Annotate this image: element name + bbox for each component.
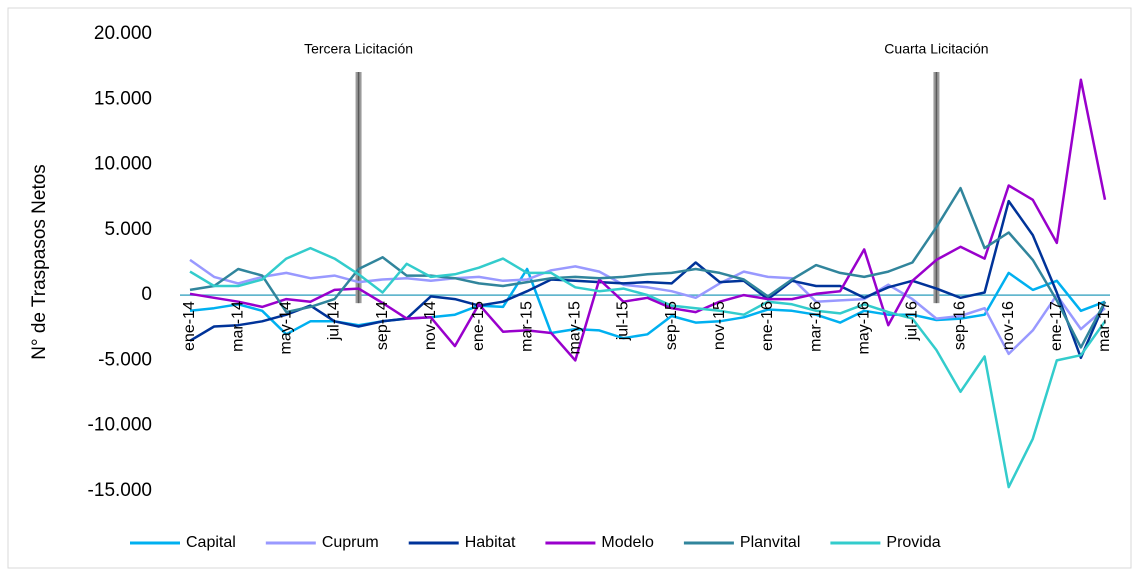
series-line: [189, 246, 1107, 489]
annotation: Tercera Licitación: [304, 41, 413, 57]
annotation: Cuarta Licitación: [884, 41, 988, 57]
y-tick-label: 15.000: [94, 88, 152, 109]
y-tick-label: 0: [141, 284, 152, 305]
x-tick-label: nov-16: [1000, 301, 1017, 350]
x-tick-label: ene-17: [1048, 301, 1065, 351]
series-line: [189, 258, 1106, 356]
chart-frame: [7, 7, 1132, 569]
y-tick-label: 20.000: [94, 23, 152, 44]
x-tick-label: sep-14: [374, 301, 391, 350]
y-tick-label: -15.000: [88, 480, 152, 501]
y-tick-label: 10.000: [94, 154, 152, 175]
y-tick-label: -5.000: [98, 349, 152, 370]
x-tick-label: jul-16: [904, 301, 921, 341]
y-axis-title: N° de Traspasos Netos: [29, 164, 50, 360]
y-tick-label: 5.000: [104, 219, 152, 240]
x-tick-label: mar-16: [807, 301, 824, 352]
series-line: [189, 186, 1107, 349]
legend-label: Provida: [886, 534, 940, 551]
y-tick-label: -10.000: [88, 415, 152, 436]
legend-label: Cuprum: [322, 534, 379, 551]
x-tick-label: ene-16: [759, 301, 776, 351]
x-tick-label: sep-15: [663, 301, 680, 350]
legend-label: Habitat: [465, 534, 516, 551]
x-tick-label: jul-14: [326, 301, 343, 341]
series-line: [189, 199, 1107, 360]
x-tick-label: jul-15: [615, 301, 632, 341]
x-tick-label: sep-16: [952, 301, 969, 350]
legend-label: Modelo: [601, 534, 654, 551]
x-tick-label: may-16: [855, 301, 872, 354]
x-tick-label: nov-14: [422, 301, 439, 350]
x-tick-label: ene-14: [181, 301, 198, 351]
x-tick-label: mar-15: [518, 301, 535, 352]
x-tick-label: ene-15: [470, 301, 487, 351]
x-tick-label: nov-15: [711, 301, 728, 350]
legend-label: Capital: [186, 534, 236, 551]
legend-label: Planvital: [740, 534, 800, 551]
x-tick-label: may-14: [278, 301, 295, 354]
x-tick-label: may-15: [566, 301, 583, 354]
x-tick-label: mar-14: [229, 301, 246, 352]
x-tick-label: mar-17: [1096, 301, 1113, 352]
